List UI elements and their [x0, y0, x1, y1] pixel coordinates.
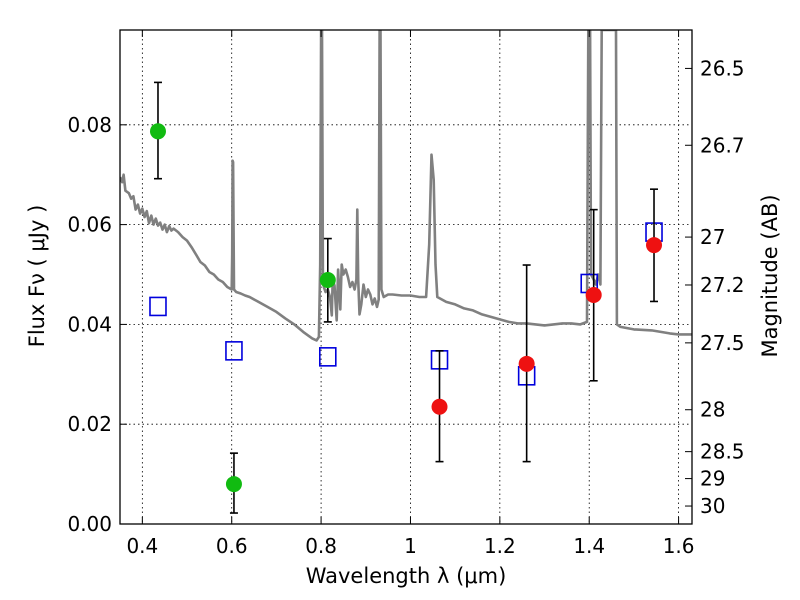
sed-model-line — [120, 30, 692, 342]
magnitude-tick-label: 27.2 — [700, 273, 745, 297]
red-data-point — [431, 398, 448, 415]
y-tick-label: 0.08 — [67, 113, 112, 137]
x-tick-label: 1.6 — [663, 534, 695, 558]
magnitude-tick-label: 29 — [700, 467, 725, 491]
x-tick-label: 1.4 — [573, 534, 605, 558]
y-tick-label: 0.02 — [67, 412, 112, 436]
green-data-point — [149, 123, 166, 140]
y-tick-label: 0.00 — [67, 512, 112, 536]
red-data-point — [518, 355, 535, 372]
model-box-marker — [318, 347, 337, 367]
plot-frame — [119, 29, 693, 525]
magnitude-tick-label: 30 — [700, 494, 725, 518]
green-data-point — [225, 476, 242, 493]
red-data-point — [585, 286, 602, 303]
magnitude-tick-label: 28 — [700, 398, 725, 422]
data-marks — [149, 81, 663, 514]
red-data-point — [646, 237, 663, 254]
magnitude-tick-label: 26.7 — [700, 133, 745, 157]
y-tick-label: 0.06 — [67, 213, 112, 237]
magnitude-tick-label: 28.5 — [700, 440, 745, 464]
model-box-marker — [149, 296, 167, 317]
green-data-point — [319, 271, 336, 288]
y-axis-title: Flux Fν ( μJy ) — [25, 205, 49, 348]
magnitude-tick-label: 26.5 — [700, 56, 745, 80]
sed-model — [120, 30, 692, 342]
axis-ticks: 0.4 0.6 0.8 1 1.2 1.4 1.6 0.00 0.02 0.04 0.06 0.08 2… — [67, 30, 745, 558]
right-axis-title: Magnitude (AB) — [758, 194, 782, 357]
x-tick-label: 0.4 — [126, 534, 158, 558]
x-axis-title: Wavelength λ (μm) — [306, 564, 507, 588]
x-tick-label: 1 — [404, 534, 417, 558]
model-box-marker — [225, 341, 243, 361]
magnitude-tick-label: 27.5 — [700, 331, 745, 355]
x-tick-label: 0.6 — [216, 534, 248, 558]
x-tick-label: 0.8 — [305, 534, 337, 558]
x-tick-label: 1.2 — [484, 534, 516, 558]
magnitude-tick-label: 27 — [700, 225, 725, 249]
y-tick-label: 0.04 — [67, 312, 112, 336]
